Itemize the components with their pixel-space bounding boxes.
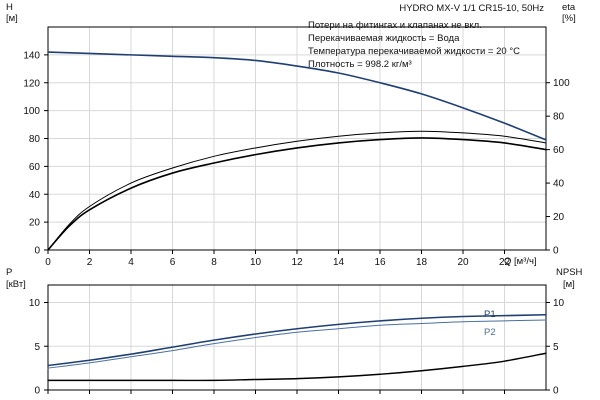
top-right-axis-label-line2: [%] — [562, 13, 576, 24]
bottom-left-axis-label-line1: P — [6, 267, 12, 278]
right-tick-label: 100 — [553, 78, 570, 89]
series-line-npsh — [47, 352, 547, 382]
note-temperature: Температура перекачиваемой жидкости = 20… — [308, 46, 520, 57]
x-tick-label: 2 — [87, 257, 93, 268]
x-tick-label: 12 — [291, 257, 303, 268]
series-line-p1 — [47, 313, 547, 367]
left-tick-label: 80 — [29, 134, 41, 145]
right-tick-label: 0 — [553, 386, 559, 397]
series-line-eta_upper — [47, 130, 547, 251]
top-right-axis-label-line1: eta — [562, 2, 576, 13]
right-tick-label: 40 — [553, 179, 565, 190]
bottom-chart-grid — [48, 285, 546, 390]
x-axis-label: Q [м³/ч] — [504, 256, 537, 267]
right-tick-label: 5 — [553, 342, 559, 353]
left-tick-label: 0 — [34, 246, 40, 257]
right-tick-label: 0 — [553, 246, 559, 257]
top-left-axis-label-line2: [м] — [6, 13, 18, 24]
x-tick-label: 20 — [457, 257, 469, 268]
bottom-chart-ticks: 0 5 10 0 5 10 — [29, 298, 565, 397]
left-tick-label: 100 — [23, 106, 40, 117]
right-tick-label: 20 — [553, 212, 565, 223]
x-tick-label: 10 — [250, 257, 262, 268]
series-label-p1: P1 — [484, 309, 496, 320]
series-line-eta_lower — [47, 137, 547, 251]
note-fittings: Потери на фитингах и клапанах не вкл. — [308, 20, 482, 31]
left-tick-label: 5 — [34, 342, 40, 353]
right-tick-label: 80 — [553, 112, 565, 123]
left-tick-label: 10 — [29, 298, 41, 309]
left-tick-label: 0 — [34, 386, 40, 397]
top-chart-ticks: 0 2 4 6 8 10 12 14 16 18 20 22 0 20 40 60 80 100 120 140 0 20… — [23, 50, 570, 268]
series-line-head — [47, 51, 547, 141]
right-tick-label: 10 — [553, 298, 565, 309]
x-tick-label: 22 — [499, 257, 511, 268]
left-tick-label: 20 — [29, 218, 41, 229]
note-liquid: Перекачиваемая жидкость = Вода — [308, 33, 460, 44]
x-tick-label: 6 — [170, 257, 176, 268]
bottom-left-axis-label-line2: [кВт] — [6, 279, 26, 290]
left-tick-label: 40 — [29, 190, 41, 201]
bottom-right-axis-label-line2: [м] — [563, 279, 575, 290]
top-left-axis-label-line1: H — [6, 2, 13, 13]
x-tick-label: 18 — [416, 257, 428, 268]
product-title: HYDRO MX-V 1/1 CR15-10, 50Hz — [399, 3, 544, 14]
note-density: Плотность = 998.2 кг/м³ — [308, 59, 412, 70]
left-tick-label: 60 — [29, 162, 41, 173]
x-tick-label: 0 — [45, 257, 51, 268]
right-tick-label: 60 — [553, 145, 565, 156]
x-tick-label: 4 — [128, 257, 134, 268]
left-tick-label: 120 — [23, 78, 40, 89]
series-label-p2: P2 — [484, 327, 496, 338]
bottom-right-axis-label-line1: NPSH — [556, 267, 583, 278]
series-line-p2 — [47, 319, 547, 369]
left-tick-label: 140 — [23, 50, 40, 61]
x-tick-label: 14 — [333, 257, 345, 268]
series-layer — [47, 51, 547, 382]
x-tick-label: 8 — [211, 257, 217, 268]
x-tick-label: 16 — [374, 257, 386, 268]
top-chart-grid — [48, 27, 546, 250]
